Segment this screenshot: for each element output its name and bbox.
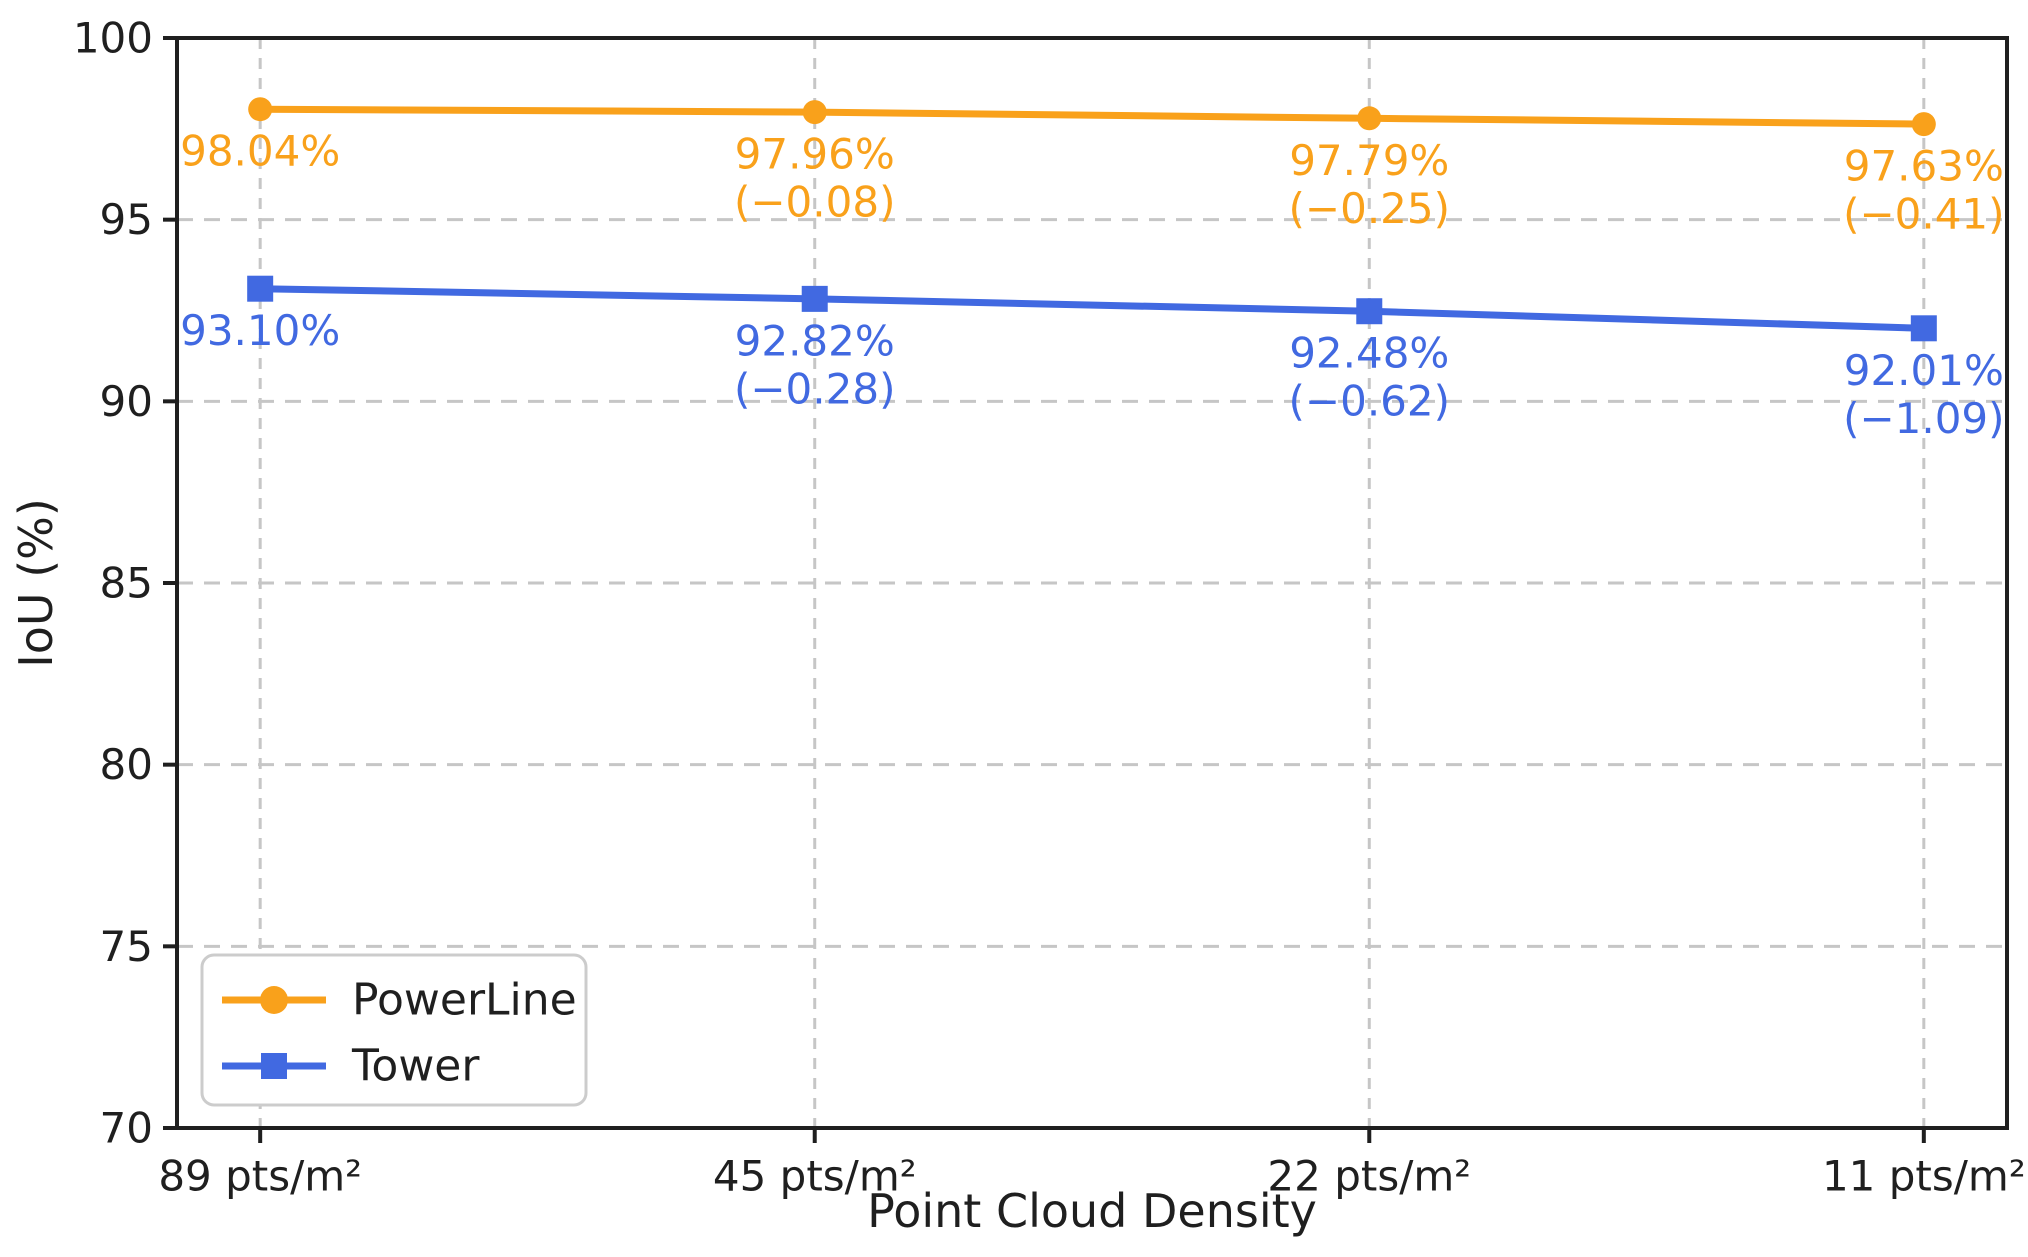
y-tick-label: 100 — [73, 14, 153, 63]
tower-point-label: 92.01% — [1844, 346, 2004, 395]
powerline-marker — [1911, 112, 1936, 137]
legend-label-powerline: PowerLine — [352, 975, 577, 1026]
y-tick-label: 90 — [100, 377, 153, 426]
legend: PowerLine Tower — [200, 953, 588, 1107]
x-tick-label: 45 pts/m² — [713, 1152, 917, 1201]
x-tick-label: 22 pts/m² — [1267, 1152, 1471, 1201]
powerline-marker — [1357, 106, 1382, 131]
powerline-point-label: 97.63% — [1844, 142, 2004, 191]
y-tick-label: 80 — [100, 740, 153, 789]
legend-tower-square-marker-icon — [261, 1053, 287, 1079]
tower-series-line — [256, 285, 1928, 332]
tick-layer: 70 75 80 85 90 95 100 89 pts/m² 45 pts/m² 22 pts/… — [73, 14, 2026, 1201]
tower-point-label: (−0.62) — [1289, 377, 1450, 426]
powerline-marker — [802, 100, 827, 125]
tower-point-label: (−0.28) — [734, 364, 895, 413]
x-axis-label: Point Cloud Density — [867, 1184, 1317, 1238]
tower-marker — [1356, 298, 1383, 325]
tower-marker — [247, 275, 274, 302]
tower-marker — [1910, 315, 1937, 342]
tower-point-label: 92.82% — [735, 316, 895, 365]
powerline-point-label: 98.04% — [180, 127, 340, 176]
powerline-point-label: 97.79% — [1289, 136, 1449, 185]
powerline-point-label: (−0.25) — [1289, 184, 1450, 233]
legend-powerline-circle-marker-icon — [260, 986, 288, 1014]
y-axis-label: IoU (%) — [9, 498, 63, 668]
legend-label-tower: Tower — [351, 1041, 480, 1092]
x-tick-label: 89 pts/m² — [158, 1152, 362, 1201]
powerline-series-line — [256, 105, 1928, 128]
powerline-point-label: (−0.08) — [734, 178, 895, 227]
series-layer: 98.04% 97.96%(−0.08)97.79%(−0.25)97.63%(−… — [180, 97, 2005, 443]
tower-point-label: 93.10% — [180, 306, 340, 355]
y-tick-label: 85 — [100, 559, 153, 608]
tower-point-label: 92.48% — [1289, 329, 1449, 378]
tower-marker — [801, 285, 828, 312]
tower-point-label: (−1.09) — [1843, 394, 2004, 443]
y-tick-label: 70 — [100, 1104, 153, 1153]
powerline-point-label: 97.96% — [735, 130, 895, 179]
plot-border — [175, 36, 2009, 1130]
powerline-point-label: (−0.41) — [1843, 190, 2004, 239]
x-tick-label: 11 pts/m² — [1822, 1152, 2026, 1201]
y-tick-label: 75 — [100, 922, 153, 971]
y-tick-label: 95 — [100, 195, 153, 244]
powerline-marker — [248, 97, 273, 122]
